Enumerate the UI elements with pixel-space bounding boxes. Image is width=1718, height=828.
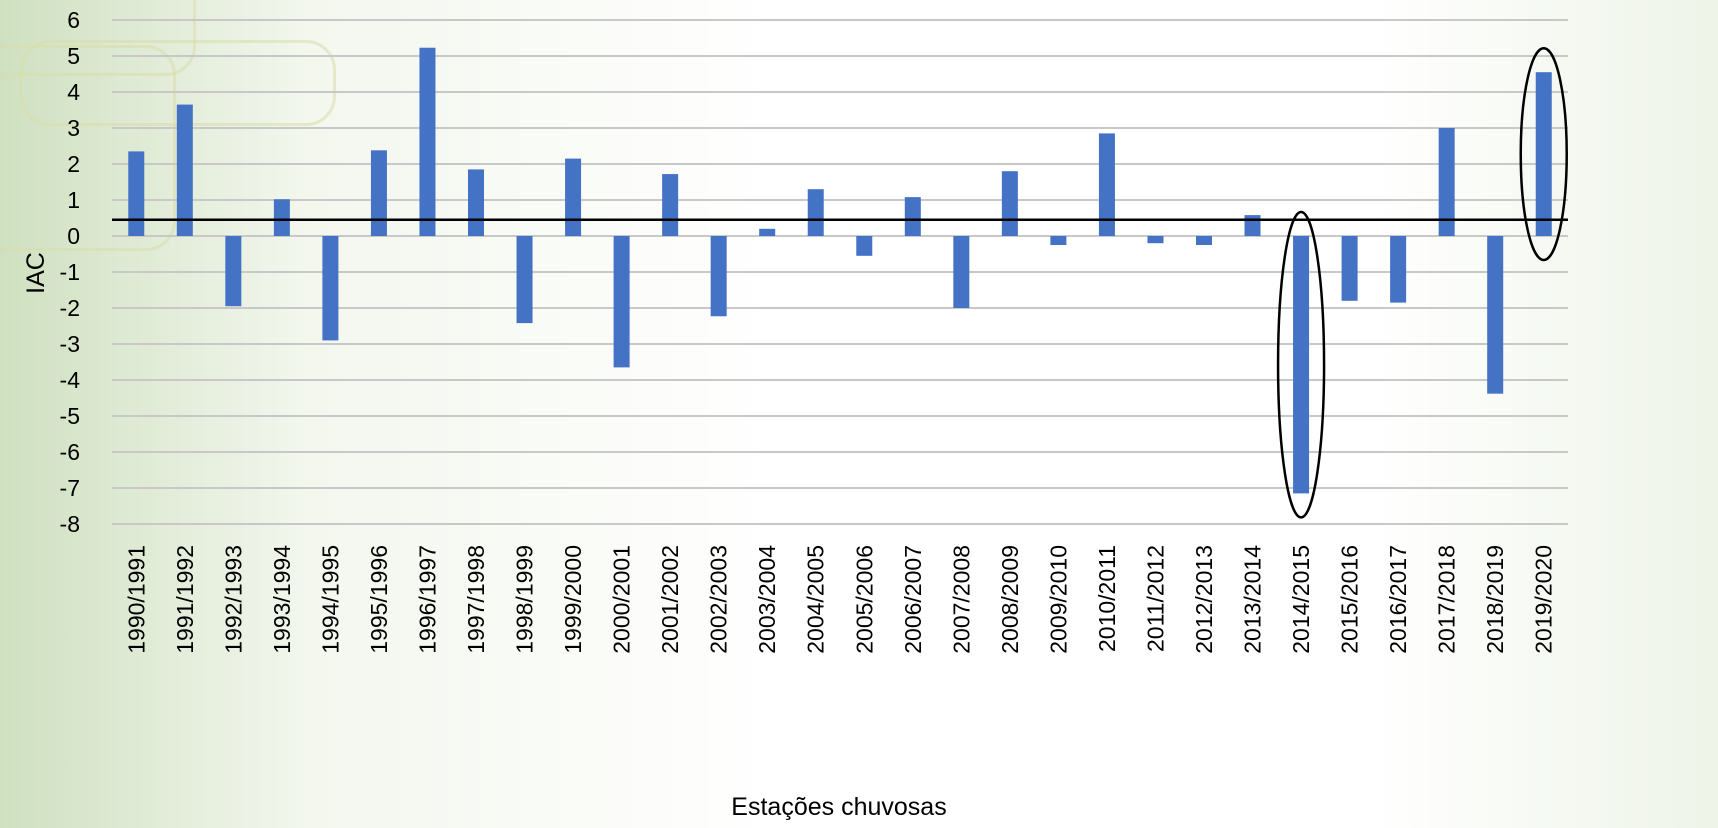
y-tick-label: -6 [60,439,80,465]
background-decoration [0,45,176,251]
x-tick-label: 2012/2013 [1191,545,1217,654]
x-tick-label: 1994/1995 [317,545,343,654]
bar [1147,236,1164,244]
bar [710,236,727,317]
gridlines [112,19,1568,525]
x-tick-label: 1999/2000 [560,545,586,654]
y-tick-label: -3 [60,331,80,357]
x-tick-label: 1991/1992 [172,545,198,654]
x-tick-label: 1997/1998 [463,545,489,654]
bar [1487,236,1504,394]
bar [176,104,193,236]
x-tick-label: 2019/2020 [1531,545,1557,654]
y-tick-label: -1 [60,259,80,285]
y-tick-label: -5 [60,403,80,429]
x-tick-label: 2015/2016 [1337,545,1363,654]
bar [370,150,387,236]
bar [1341,236,1358,301]
y-tick-label: -7 [60,475,80,501]
x-tick-label: 2006/2007 [900,545,926,654]
y-tick-label: 0 [67,223,80,249]
highlight-ellipse [1276,210,1326,519]
y-axis-title: IAC [22,252,50,294]
bar [468,169,484,236]
bar [1244,215,1261,236]
x-tick-label: 1992/1993 [220,545,246,654]
bar [1438,128,1455,236]
y-tick-label: 6 [67,7,80,33]
bar [953,236,970,308]
x-tick-label: 2004/2005 [803,545,829,654]
bar [662,174,679,236]
y-tick-label: 5 [67,43,80,69]
bar [856,236,873,256]
y-tick-label: 3 [67,115,80,141]
x-tick-label: 1995/1996 [366,545,392,654]
x-tick-label: 2017/2018 [1434,545,1460,654]
bar [273,199,290,236]
y-axis-ticks: 6 5 4 3 2 1 0 -1 -2 -3 -4 -5 -6 -7 -8 [60,7,81,537]
y-tick-label: 2 [67,151,80,177]
x-tick-label: 2016/2017 [1385,545,1411,654]
bar [1293,236,1310,494]
bar [322,236,339,341]
x-tick-label: 2007/2008 [948,545,974,654]
bar [1196,236,1212,245]
x-tick-label: 2002/2003 [706,545,732,654]
bar [1535,72,1552,236]
y-tick-label: 1 [67,187,80,213]
x-tick-label: 1996/1997 [414,545,440,654]
x-tick-label: 2000/2001 [609,545,635,654]
x-tick-label: 2013/2014 [1240,545,1266,654]
x-tick-label: 2003/2004 [754,545,780,654]
x-tick-label: 2018/2019 [1482,545,1508,654]
bar [613,236,630,368]
bar [1050,236,1067,245]
bar-series [128,47,1552,494]
bar [419,47,436,236]
x-tick-label: 1998/1999 [512,545,538,654]
background-decoration [0,0,196,76]
x-tick-label: 2001/2002 [657,545,683,654]
x-tick-label: 2014/2015 [1288,545,1314,654]
bar [516,236,533,324]
highlight-ellipse [1519,46,1568,262]
bar [1098,133,1115,236]
x-tick-label: 1993/1994 [269,545,295,654]
x-tick-label: 2008/2009 [997,545,1023,654]
x-axis-title: Estações chuvosas [731,793,946,821]
bar [1390,236,1407,303]
x-axis-ticks: 1990/1991 1991/1992 1992/1993 1993/1994 1994… [123,545,1556,654]
bar [225,236,242,307]
x-tick-label: 2010/2011 [1094,545,1120,652]
bar [565,158,582,236]
bar [759,228,776,236]
bar [904,197,921,236]
highlight-ellipses [1276,46,1568,519]
bar [128,151,145,236]
bar [807,189,824,236]
y-tick-label: -4 [60,367,81,393]
x-tick-label: 2009/2010 [1045,545,1071,654]
x-tick-label: 2005/2006 [851,545,877,654]
y-tick-label: -8 [60,511,80,537]
x-tick-label: 1990/1991 [123,545,149,654]
y-tick-label: -2 [60,295,80,321]
y-tick-label: 4 [67,79,80,105]
x-tick-label: 2011/2012 [1142,545,1168,652]
bar [1001,171,1018,236]
